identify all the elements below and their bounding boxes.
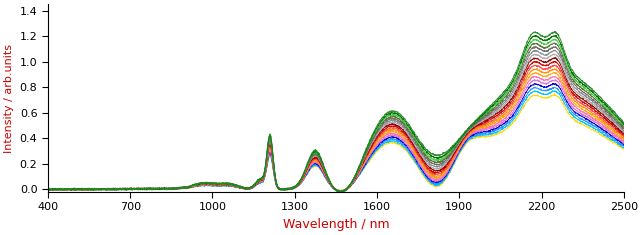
Y-axis label: Intensity / arb.units: Intensity / arb.units bbox=[4, 43, 14, 153]
X-axis label: Wavelength / nm: Wavelength / nm bbox=[282, 218, 389, 231]
